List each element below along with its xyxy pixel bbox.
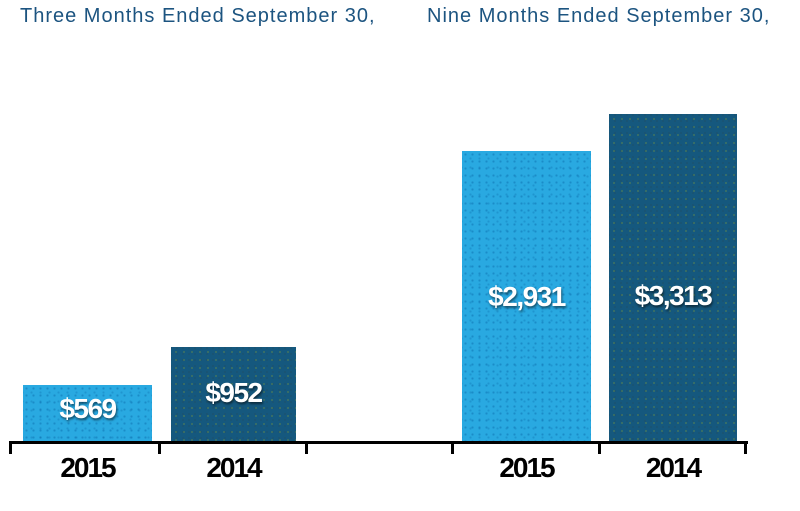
axis-tick — [9, 441, 12, 454]
axis-category-label: 2014 — [206, 452, 262, 483]
axis-tick — [598, 441, 601, 454]
bar-2015-group1: $569 — [23, 385, 152, 441]
bar-2014-group1: $952 — [171, 347, 296, 441]
bar-value-label: $569 — [59, 393, 117, 424]
axis-tick — [451, 441, 454, 454]
bar-2015-group2: $2,931 — [462, 151, 591, 441]
axis-tick — [305, 441, 308, 454]
group-title-three-months: Three Months Ended September 30, — [20, 5, 376, 27]
group-title-nine-months: Nine Months Ended September 30, — [427, 5, 771, 27]
bar-value-label: $3,313 — [634, 280, 713, 311]
axis-tick — [158, 441, 161, 454]
bar-2014-group2: $3,313 — [609, 114, 737, 441]
bar-value-label: $952 — [205, 377, 263, 408]
axis-category-label: 2015 — [499, 452, 555, 483]
axis-category-label: 2014 — [645, 452, 702, 483]
bar-value-label: $2,931 — [488, 281, 566, 312]
axis-category-label: 2015 — [60, 452, 116, 483]
axis-tick — [744, 441, 747, 454]
x-axis-line — [9, 441, 748, 444]
